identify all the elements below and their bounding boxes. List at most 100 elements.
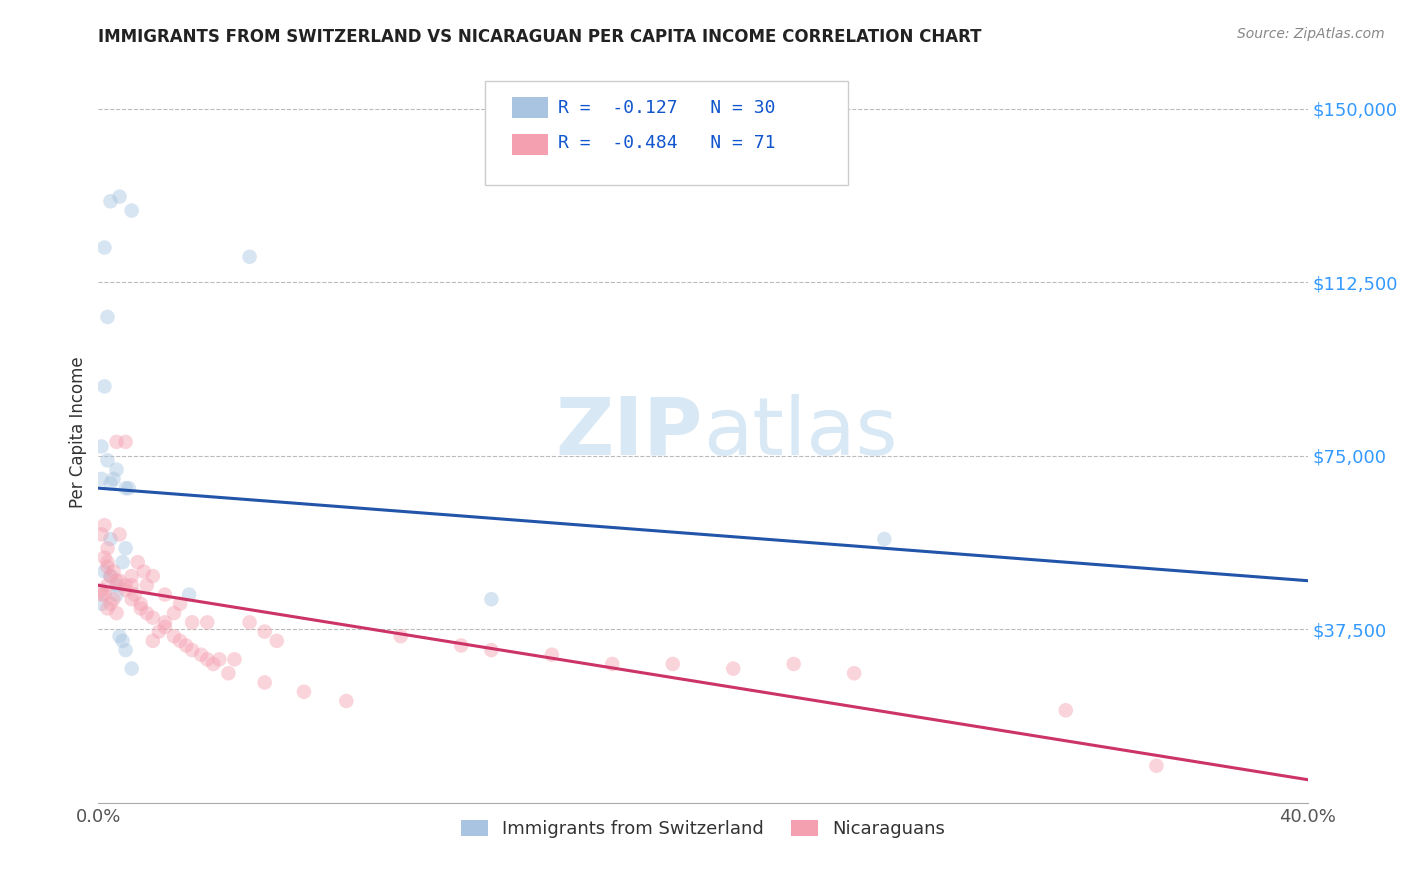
Point — [93, 588, 115, 602]
Point — [174, 639, 197, 653]
Point — [100, 569, 122, 583]
Point — [208, 652, 231, 666]
Point — [90, 588, 112, 602]
Point — [100, 532, 122, 546]
Point — [93, 379, 115, 393]
Point — [96, 559, 118, 574]
Point — [481, 592, 503, 607]
Point — [481, 643, 503, 657]
Point — [1054, 703, 1077, 717]
Text: atlas: atlas — [703, 393, 897, 472]
Point — [142, 633, 165, 648]
Point — [142, 610, 165, 624]
Point — [873, 532, 896, 546]
Point — [135, 606, 157, 620]
Point — [90, 597, 112, 611]
Point — [127, 555, 149, 569]
Point — [100, 597, 122, 611]
Point — [96, 453, 118, 467]
Point — [169, 597, 191, 611]
Point — [103, 592, 125, 607]
Point — [108, 574, 131, 588]
Point — [114, 481, 136, 495]
Point — [96, 601, 118, 615]
Point — [224, 652, 246, 666]
Point — [111, 633, 134, 648]
Point — [661, 657, 683, 671]
Point — [103, 472, 125, 486]
Point — [114, 434, 136, 449]
Point — [266, 633, 288, 648]
Point — [253, 675, 276, 690]
Point — [108, 189, 131, 203]
Point — [90, 582, 112, 597]
Text: IMMIGRANTS FROM SWITZERLAND VS NICARAGUAN PER CAPITA INCOME CORRELATION CHART: IMMIGRANTS FROM SWITZERLAND VS NICARAGUA… — [98, 28, 981, 45]
Text: ZIP: ZIP — [555, 393, 703, 472]
Point — [121, 592, 143, 607]
Point — [540, 648, 562, 662]
Point — [181, 643, 204, 657]
Point — [96, 310, 118, 324]
Point — [239, 250, 262, 264]
Point — [96, 578, 118, 592]
Point — [90, 440, 112, 454]
Point — [389, 629, 412, 643]
Point — [169, 633, 191, 648]
Point — [844, 666, 866, 681]
Legend: Immigrants from Switzerland, Nicaraguans: Immigrants from Switzerland, Nicaraguans — [453, 813, 953, 846]
Point — [190, 648, 212, 662]
Text: R =  -0.127   N = 30: R = -0.127 N = 30 — [558, 99, 775, 117]
Point — [129, 597, 152, 611]
Point — [195, 615, 218, 630]
Point — [111, 555, 134, 569]
Point — [105, 434, 128, 449]
Point — [90, 472, 112, 486]
FancyBboxPatch shape — [512, 97, 548, 118]
Point — [93, 240, 115, 255]
Point — [96, 541, 118, 556]
Point — [93, 550, 115, 565]
Point — [100, 194, 122, 209]
Point — [239, 615, 262, 630]
Point — [179, 588, 201, 602]
Point — [148, 624, 170, 639]
Point — [124, 588, 146, 602]
Point — [1144, 758, 1167, 772]
Point — [195, 652, 218, 666]
Point — [100, 569, 122, 583]
Point — [114, 582, 136, 597]
Point — [114, 643, 136, 657]
Point — [450, 639, 472, 653]
Point — [181, 615, 204, 630]
Point — [217, 666, 239, 681]
Point — [105, 578, 128, 592]
Point — [108, 527, 131, 541]
FancyBboxPatch shape — [485, 81, 848, 185]
Text: Source: ZipAtlas.com: Source: ZipAtlas.com — [1237, 27, 1385, 41]
Point — [93, 565, 115, 579]
Point — [153, 615, 176, 630]
Point — [90, 527, 112, 541]
Point — [602, 657, 624, 671]
Point — [105, 588, 128, 602]
Point — [335, 694, 357, 708]
Point — [118, 481, 141, 495]
Point — [129, 601, 152, 615]
FancyBboxPatch shape — [512, 135, 548, 155]
Point — [292, 685, 315, 699]
Point — [132, 565, 155, 579]
Point — [105, 574, 128, 588]
Point — [163, 606, 186, 620]
Point — [202, 657, 225, 671]
Point — [93, 518, 115, 533]
Point — [142, 569, 165, 583]
Point — [135, 578, 157, 592]
Point — [105, 462, 128, 476]
Point — [723, 662, 745, 676]
Point — [103, 565, 125, 579]
Point — [96, 555, 118, 569]
Point — [121, 662, 143, 676]
Point — [100, 476, 122, 491]
Point — [121, 203, 143, 218]
Point — [121, 569, 143, 583]
